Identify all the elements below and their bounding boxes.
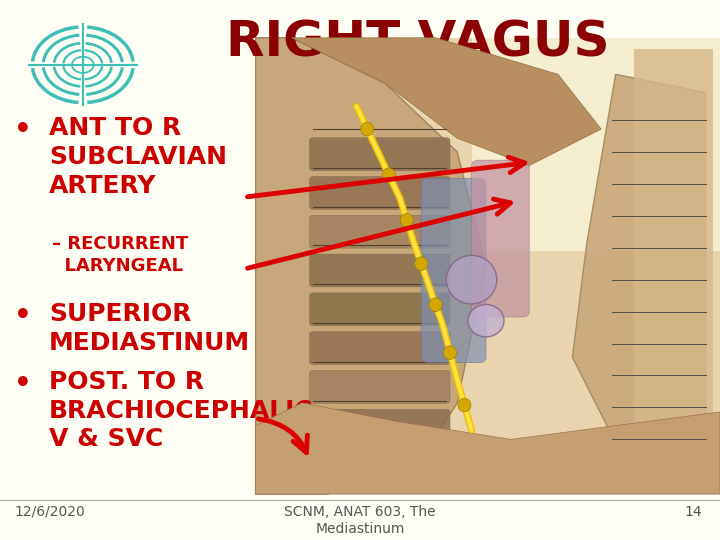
Ellipse shape: [446, 255, 497, 304]
FancyBboxPatch shape: [472, 160, 529, 317]
FancyBboxPatch shape: [634, 49, 713, 483]
Text: •: •: [14, 116, 32, 144]
FancyBboxPatch shape: [310, 138, 450, 171]
FancyBboxPatch shape: [310, 370, 450, 403]
FancyBboxPatch shape: [421, 178, 486, 363]
Ellipse shape: [382, 168, 395, 181]
FancyBboxPatch shape: [310, 332, 450, 364]
Ellipse shape: [429, 298, 442, 312]
FancyBboxPatch shape: [310, 409, 450, 442]
Polygon shape: [572, 75, 706, 471]
FancyBboxPatch shape: [310, 177, 450, 210]
FancyBboxPatch shape: [472, 38, 720, 251]
Text: – RECURRENT
  LARYNGEAL: – RECURRENT LARYNGEAL: [52, 235, 188, 275]
Ellipse shape: [444, 346, 456, 360]
Text: 12/6/2020: 12/6/2020: [14, 505, 85, 519]
Text: 14: 14: [685, 505, 702, 519]
Ellipse shape: [361, 123, 374, 136]
Polygon shape: [256, 38, 486, 494]
Text: POST. TO R
BRACHIOCEPHALIC
V & SVC: POST. TO R BRACHIOCEPHALIC V & SVC: [49, 370, 314, 451]
Ellipse shape: [415, 257, 428, 271]
Text: •: •: [14, 370, 32, 398]
Text: RIGHT VAGUS: RIGHT VAGUS: [226, 19, 609, 67]
FancyBboxPatch shape: [310, 254, 450, 287]
Ellipse shape: [400, 213, 413, 227]
Text: SCNM, ANAT 603, The
Mediastinum: SCNM, ANAT 603, The Mediastinum: [284, 505, 436, 536]
Text: ANT TO R
SUBCLAVIAN
ARTERY: ANT TO R SUBCLAVIAN ARTERY: [49, 116, 227, 198]
Polygon shape: [256, 403, 720, 494]
Text: •: •: [14, 302, 32, 330]
Text: SUPERIOR
MEDIASTINUM: SUPERIOR MEDIASTINUM: [49, 302, 250, 355]
FancyBboxPatch shape: [310, 293, 450, 326]
Ellipse shape: [458, 399, 471, 412]
FancyBboxPatch shape: [256, 38, 720, 494]
Ellipse shape: [468, 305, 504, 337]
FancyBboxPatch shape: [310, 215, 450, 248]
Polygon shape: [292, 38, 601, 166]
